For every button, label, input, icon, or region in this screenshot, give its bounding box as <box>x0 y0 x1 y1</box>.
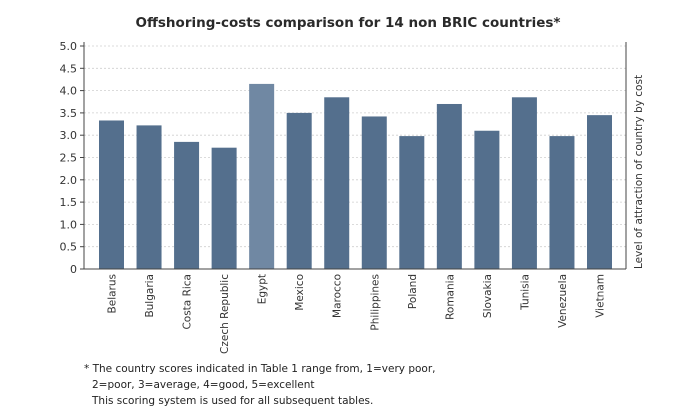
y-tick-label: 3.0 <box>60 129 78 142</box>
y-tick-labels: 0 0.5 1.0 1.5 2.0 2.5 3.0 3.5 4.0 4.5 5.0 <box>60 40 78 276</box>
bar-costa-rica <box>174 141 200 269</box>
x-category-label: Poland <box>407 274 419 309</box>
x-category-label: Costa Rica <box>182 274 194 330</box>
bar-egypt <box>249 83 275 269</box>
bar-bulgaria <box>136 125 162 269</box>
bar-czech-republic <box>211 147 237 269</box>
x-category-label: Bulgaria <box>144 274 156 318</box>
x-category-label: Marocco <box>332 274 344 318</box>
x-category-labels: Belarus Bulgaria Costa Rica Czech Republic E… <box>107 274 607 354</box>
x-category-label: Egypt <box>257 274 269 304</box>
y-tick-label: 5.0 <box>60 40 78 53</box>
x-category-label: Venezuela <box>557 274 569 328</box>
bar-tunisia <box>511 97 537 269</box>
chart-title: Offshoring-costs comparison for 14 non B… <box>135 15 560 31</box>
gridlines <box>84 45 626 248</box>
y-tick-label: 4.0 <box>60 85 78 98</box>
footnote-line-3: This scoring system is used for all subs… <box>92 395 374 407</box>
x-category-label: Slovakia <box>482 274 494 318</box>
x-category-label: Tunisia <box>519 274 531 311</box>
bar-belarus <box>99 120 124 270</box>
y-tick-label: 4.5 <box>60 62 78 75</box>
y-tick-label: 2.5 <box>60 152 78 165</box>
bar-romania <box>436 103 462 269</box>
bar-vietnam <box>587 115 612 269</box>
y-tick-label: 1.0 <box>60 218 78 231</box>
bar-philippines <box>361 116 387 269</box>
footnote: * The country scores indicated in Table … <box>84 361 436 409</box>
y-tick-label: 0.5 <box>60 241 78 254</box>
x-category-label: Romania <box>444 274 456 320</box>
bars <box>99 83 612 270</box>
y-tick-label: 2.0 <box>60 174 78 187</box>
x-category-label: Czech Republic <box>219 274 231 354</box>
x-category-label: Belarus <box>107 274 119 313</box>
footnote-line-1: * The country scores indicated in Table … <box>84 363 436 375</box>
bar-marocco <box>324 97 350 269</box>
bar-mexico <box>286 112 312 270</box>
y-tick-label: 0 <box>70 263 77 276</box>
bar-venezuela <box>549 136 575 269</box>
y-axis-label: Level of attraction of country by cost <box>633 75 645 269</box>
bar-slovakia <box>474 130 500 269</box>
y-tick-label: 1.5 <box>60 196 78 209</box>
y-tick-label: 3.5 <box>60 107 78 120</box>
x-category-label: Philippines <box>369 274 381 331</box>
axes <box>80 42 627 270</box>
bar-chart: Offshoring-costs comparison for 14 non B… <box>60 15 646 354</box>
footnote-line-2: 2=poor, 3=average, 4=good, 5=excellent <box>92 379 315 391</box>
x-category-label: Vietnam <box>595 274 607 318</box>
bar-poland <box>399 136 425 269</box>
x-category-label: Mexico <box>294 274 306 311</box>
